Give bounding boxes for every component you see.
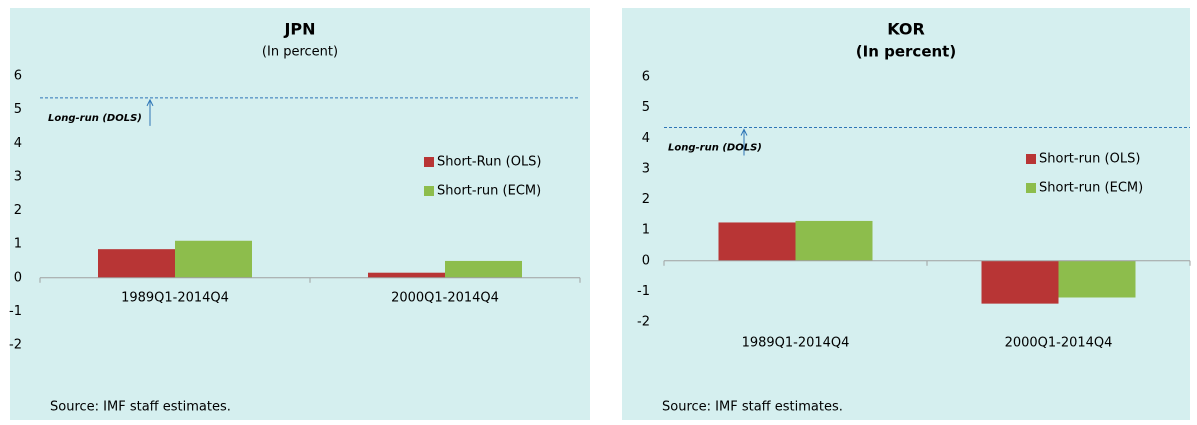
panel [622, 8, 1190, 420]
y-tick-label: 0 [642, 253, 650, 268]
arrow-head [146, 98, 154, 107]
chart-subtitle: (In percent) [262, 45, 338, 60]
bar [981, 260, 1059, 304]
y-tick-label: 2 [642, 192, 650, 207]
y-tick-label: 3 [642, 161, 650, 176]
x-tick-label: 2000Q1-2014Q4 [1005, 336, 1113, 351]
x-tick-label: 1989Q1-2014Q4 [121, 291, 229, 306]
y-tick-label: 4 [642, 131, 650, 146]
y-tick-label: 1 [14, 237, 22, 252]
chart-title: KOR [887, 20, 925, 39]
long-run-label: Long-run (DOLS) [668, 143, 762, 154]
y-tick-label: -2 [9, 338, 22, 353]
source-note: Source: IMF staff estimates. [662, 400, 843, 415]
y-tick-label: 2 [14, 203, 22, 218]
bar [718, 222, 796, 261]
y-tick-label: 5 [642, 100, 650, 115]
y-tick-label: -2 [637, 315, 650, 330]
legend-swatch [1026, 183, 1036, 193]
chart-title: JPN [283, 20, 315, 39]
legend-label: Short-run (ECM) [1039, 181, 1143, 196]
bar [795, 220, 873, 261]
y-tick-label: 5 [14, 102, 22, 117]
x-tick-label: 2000Q1-2014Q4 [391, 291, 499, 306]
chart-subtitle: (In percent) [856, 43, 956, 61]
bar [1058, 260, 1136, 298]
y-tick-label: 0 [14, 270, 22, 285]
legend-swatch [1026, 154, 1036, 164]
long-run-label: Long-run (DOLS) [48, 113, 142, 124]
y-tick-label: 4 [14, 136, 22, 151]
legend-swatch [424, 186, 434, 196]
bar [368, 272, 445, 278]
y-tick-label: 6 [14, 69, 22, 84]
x-tick-label: 1989Q1-2014Q4 [742, 336, 850, 351]
y-tick-label: -1 [637, 284, 650, 299]
source-note: Source: IMF staff estimates. [50, 400, 231, 415]
y-tick-label: 1 [642, 223, 650, 238]
legend-label: Short-run (OLS) [1039, 152, 1140, 167]
y-tick-label: -1 [9, 304, 22, 319]
bar [445, 260, 522, 278]
arrow-head [740, 128, 748, 136]
y-tick-label: 3 [14, 169, 22, 184]
y-tick-label: 6 [642, 70, 650, 85]
bar [98, 249, 175, 278]
legend-label: Short-Run (OLS) [437, 155, 542, 170]
panel [10, 8, 590, 420]
legend-label: Short-run (ECM) [437, 184, 541, 199]
bar [175, 240, 252, 278]
legend-swatch [424, 157, 434, 167]
